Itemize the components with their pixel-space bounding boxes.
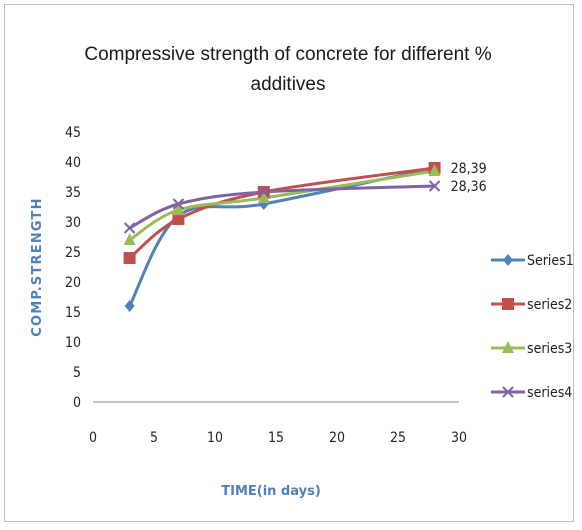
series-4-point-1 <box>123 222 136 234</box>
x-tick-label-2: 10 <box>207 430 223 446</box>
x-tick-label-5: 25 <box>390 430 406 446</box>
series-line-2 <box>128 166 435 260</box>
y-axis-ticks: 0 5 10 15 20 25 30 35 40 45 <box>65 125 81 411</box>
data-label-2: 28,36 <box>451 179 487 195</box>
legend-marker-4 <box>502 386 514 398</box>
y-tick-label-1: 5 <box>73 365 81 381</box>
y-tick-label-9: 45 <box>65 125 81 141</box>
series-1-point-1 <box>124 300 135 312</box>
series-3-point-2 <box>172 203 185 215</box>
chart-frame: Compressive strength of concrete for dif… <box>4 4 574 522</box>
data-label-1: 28,39 <box>451 161 487 177</box>
x-axis-ticks: 0 5 10 15 20 25 30 <box>89 430 467 446</box>
legend-label-4: series4 <box>527 385 572 401</box>
y-tick-label-5: 25 <box>65 245 81 261</box>
y-tick-label-7: 35 <box>65 185 81 201</box>
y-tick-label-0: 0 <box>73 395 81 411</box>
chart: Compressive strength of concrete for dif… <box>30 44 574 499</box>
y-axis-title: COMP.STRENGTH <box>30 197 45 336</box>
y-tick-label-2: 10 <box>65 335 81 351</box>
series-4-point-4 <box>428 180 441 192</box>
y-tick-label-8: 40 <box>65 155 81 171</box>
y-tick-label-6: 30 <box>65 215 81 231</box>
series-4-point-3 <box>258 186 270 198</box>
legend-label-1: Series1 <box>527 253 574 269</box>
chart-title-line-2: additives <box>251 74 326 95</box>
x-tick-label-0: 0 <box>89 430 97 446</box>
series-line-4 <box>128 184 435 230</box>
legend-label-2: series2 <box>527 297 572 313</box>
legend-marker-2 <box>502 298 514 310</box>
series-2-point-2 <box>172 213 185 225</box>
series-3-point-4 <box>428 164 441 176</box>
data-labels: 28,39 28,36 <box>451 161 487 195</box>
x-tick-label-3: 15 <box>268 430 284 446</box>
chart-title-line-1: Compressive strength of concrete for dif… <box>84 44 491 65</box>
x-axis-title: TIME(in days) <box>221 484 321 499</box>
series-line-3 <box>128 169 435 242</box>
series-3-point-3 <box>257 191 270 203</box>
x-tick-label-1: 5 <box>150 430 158 446</box>
series-2-point-1 <box>123 252 136 264</box>
y-tick-label-3: 15 <box>65 305 81 321</box>
x-tick-label-6: 30 <box>451 430 467 446</box>
legend-marker-3 <box>502 341 514 353</box>
series-layer <box>123 162 441 312</box>
legend-marker-1 <box>503 254 513 266</box>
legend-label-3: series3 <box>527 341 572 357</box>
y-tick-label-4: 20 <box>65 275 81 291</box>
series-4-point-2 <box>172 198 185 210</box>
legend: Series1 series2 series3 series4 <box>491 253 574 401</box>
x-tick-label-4: 20 <box>329 430 345 446</box>
series-3-point-1 <box>123 233 136 245</box>
